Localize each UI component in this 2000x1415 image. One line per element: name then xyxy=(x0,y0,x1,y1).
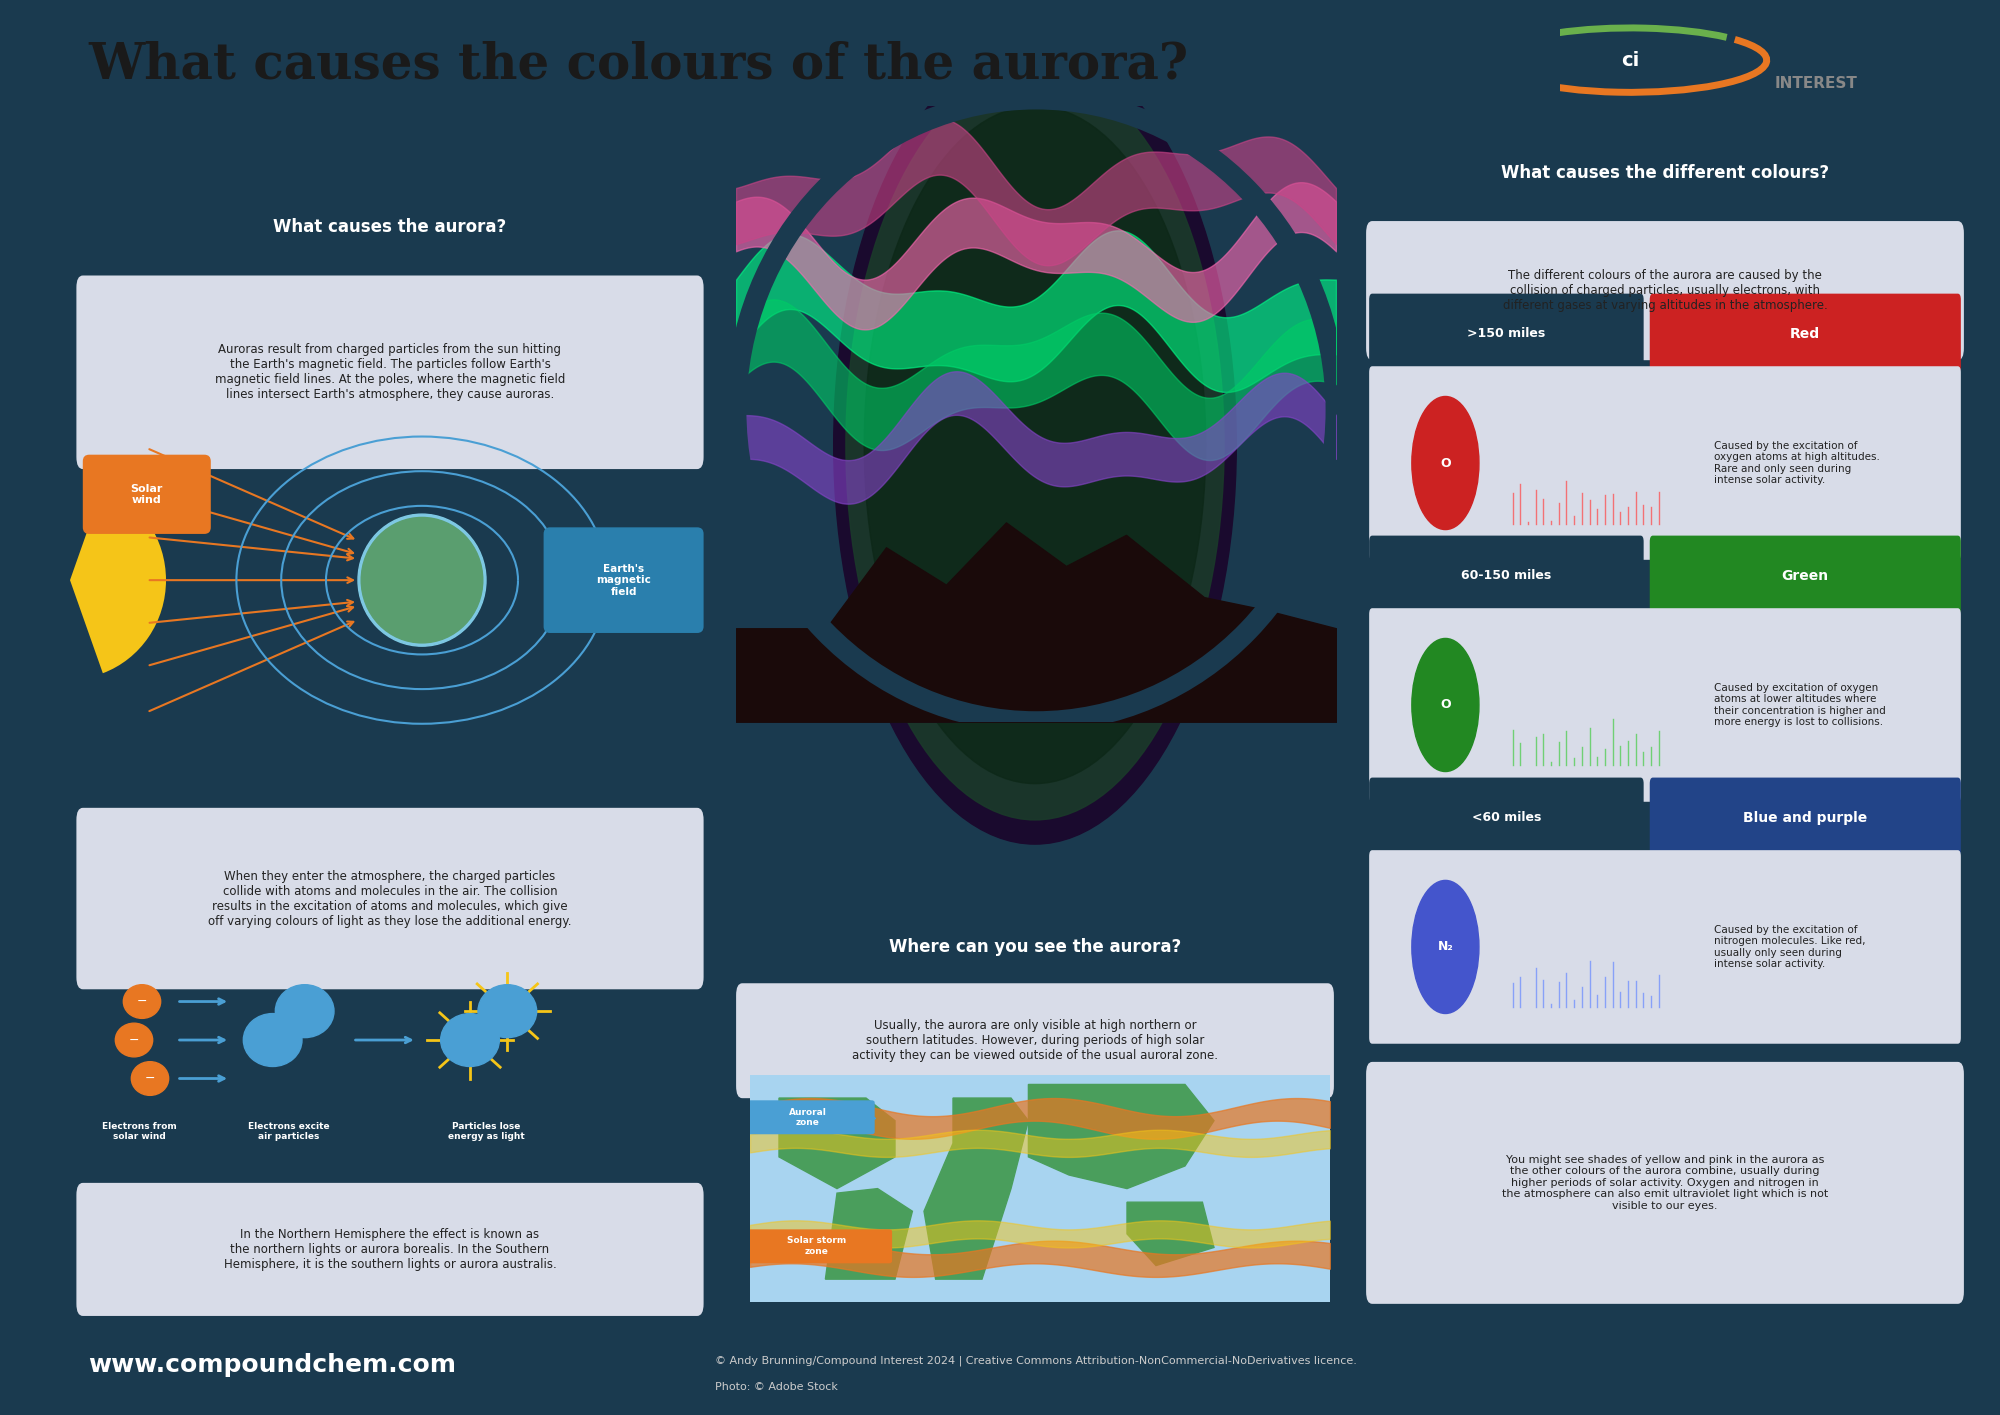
FancyBboxPatch shape xyxy=(1370,778,1644,856)
Polygon shape xyxy=(1028,1084,1214,1189)
FancyBboxPatch shape xyxy=(1370,608,1960,802)
Text: Caused by the excitation of
nitrogen molecules. Like red,
usually only seen duri: Caused by the excitation of nitrogen mol… xyxy=(1714,924,1866,969)
Circle shape xyxy=(478,985,536,1037)
FancyBboxPatch shape xyxy=(76,1183,704,1316)
Text: Solar
wind: Solar wind xyxy=(130,484,162,505)
Polygon shape xyxy=(1128,1203,1214,1265)
Circle shape xyxy=(1482,25,1778,95)
Circle shape xyxy=(276,985,334,1037)
FancyBboxPatch shape xyxy=(1366,119,1964,228)
Text: What causes the aurora?: What causes the aurora? xyxy=(274,218,506,236)
Circle shape xyxy=(132,1061,168,1095)
Text: Solar storm
zone: Solar storm zone xyxy=(788,1237,846,1255)
Text: −: − xyxy=(136,995,148,1007)
Text: −: − xyxy=(144,1073,156,1085)
FancyBboxPatch shape xyxy=(1370,850,1960,1044)
Text: In the Northern Hemisphere the effect is known as
the northern lights or aurora : In the Northern Hemisphere the effect is… xyxy=(224,1228,556,1271)
Circle shape xyxy=(116,1023,152,1057)
Text: Green: Green xyxy=(1782,569,1828,583)
FancyBboxPatch shape xyxy=(238,1105,340,1157)
Text: www.compoundchem.com: www.compoundchem.com xyxy=(88,1354,456,1377)
Text: Photo: © Adobe Stock: Photo: © Adobe Stock xyxy=(716,1382,838,1392)
Polygon shape xyxy=(924,1098,1028,1279)
Circle shape xyxy=(834,45,1236,845)
Circle shape xyxy=(358,514,486,647)
FancyBboxPatch shape xyxy=(82,454,210,533)
Text: What causes the colours of the aurora?: What causes the colours of the aurora? xyxy=(88,40,1188,89)
Text: ci: ci xyxy=(1622,51,1640,69)
Text: © Andy Brunning/Compound Interest 2024 | Creative Commons Attribution-NonCommerc: © Andy Brunning/Compound Interest 2024 |… xyxy=(716,1356,1356,1365)
Text: Auroras result from charged particles from the sun hitting
the Earth's magnetic : Auroras result from charged particles fr… xyxy=(214,344,566,402)
FancyBboxPatch shape xyxy=(742,1230,892,1264)
Text: Caused by excitation of oxygen
atoms at lower altitudes where
their concentratio: Caused by excitation of oxygen atoms at … xyxy=(1714,682,1886,727)
FancyBboxPatch shape xyxy=(436,1105,536,1157)
Text: Blue and purple: Blue and purple xyxy=(1744,811,1868,825)
FancyBboxPatch shape xyxy=(76,276,704,470)
FancyBboxPatch shape xyxy=(736,893,1334,1002)
FancyBboxPatch shape xyxy=(1366,221,1964,361)
Text: Electrons excite
air particles: Electrons excite air particles xyxy=(248,1122,330,1140)
FancyBboxPatch shape xyxy=(1650,536,1960,614)
Text: The different colours of the aurora are caused by the
collision of charged parti: The different colours of the aurora are … xyxy=(1502,269,1828,311)
Text: 60-150 miles: 60-150 miles xyxy=(1462,569,1552,582)
Text: What causes the different colours?: What causes the different colours? xyxy=(1500,164,1830,181)
FancyBboxPatch shape xyxy=(544,528,704,633)
Text: Where can you see the aurora?: Where can you see the aurora? xyxy=(888,938,1182,957)
Polygon shape xyxy=(780,1098,896,1189)
Text: Usually, the aurora are only visible at high northern or
southern latitudes. How: Usually, the aurora are only visible at … xyxy=(852,1019,1218,1061)
Text: Auroral
zone: Auroral zone xyxy=(790,1108,826,1128)
FancyBboxPatch shape xyxy=(1370,366,1960,560)
FancyBboxPatch shape xyxy=(1650,778,1960,856)
Circle shape xyxy=(1412,880,1478,1013)
Circle shape xyxy=(244,1013,302,1067)
Circle shape xyxy=(864,106,1206,784)
Circle shape xyxy=(816,10,1254,880)
Circle shape xyxy=(1412,638,1478,771)
Text: Caused by the excitation of
oxygen atoms at high altitudes.
Rare and only seen d: Caused by the excitation of oxygen atoms… xyxy=(1714,440,1880,485)
Text: −: − xyxy=(128,1033,140,1047)
FancyBboxPatch shape xyxy=(1366,1061,1964,1303)
Circle shape xyxy=(1412,396,1478,529)
Text: When they enter the atmosphere, the charged particles
collide with atoms and mol: When they enter the atmosphere, the char… xyxy=(208,870,572,928)
Text: Particles lose
energy as light: Particles lose energy as light xyxy=(448,1122,524,1140)
FancyBboxPatch shape xyxy=(88,1105,190,1157)
Text: Earth's
magnetic
field: Earth's magnetic field xyxy=(596,563,652,597)
FancyBboxPatch shape xyxy=(1370,536,1644,614)
Text: Electrons from
solar wind: Electrons from solar wind xyxy=(102,1122,176,1140)
Text: >150 miles: >150 miles xyxy=(1468,327,1546,340)
Text: You might see shades of yellow and pink in the aurora as
the other colours of th: You might see shades of yellow and pink … xyxy=(1502,1155,1828,1211)
Text: O: O xyxy=(1440,699,1450,712)
Polygon shape xyxy=(826,1189,912,1279)
Text: Red: Red xyxy=(1790,327,1820,341)
FancyBboxPatch shape xyxy=(76,167,704,287)
Circle shape xyxy=(124,985,160,1019)
Circle shape xyxy=(846,69,1224,819)
FancyBboxPatch shape xyxy=(1370,294,1644,372)
Text: <60 miles: <60 miles xyxy=(1472,811,1542,824)
Circle shape xyxy=(440,1013,500,1067)
FancyBboxPatch shape xyxy=(76,808,704,989)
Text: N₂: N₂ xyxy=(1438,941,1454,954)
FancyBboxPatch shape xyxy=(744,1071,1336,1306)
Text: COMPOUND: COMPOUND xyxy=(1774,37,1894,55)
FancyBboxPatch shape xyxy=(736,983,1334,1098)
Circle shape xyxy=(362,518,482,642)
Text: O: O xyxy=(1440,457,1450,470)
Text: INTEREST: INTEREST xyxy=(1774,75,1858,91)
FancyBboxPatch shape xyxy=(1650,294,1960,372)
Wedge shape xyxy=(70,487,166,674)
FancyBboxPatch shape xyxy=(742,1101,874,1135)
